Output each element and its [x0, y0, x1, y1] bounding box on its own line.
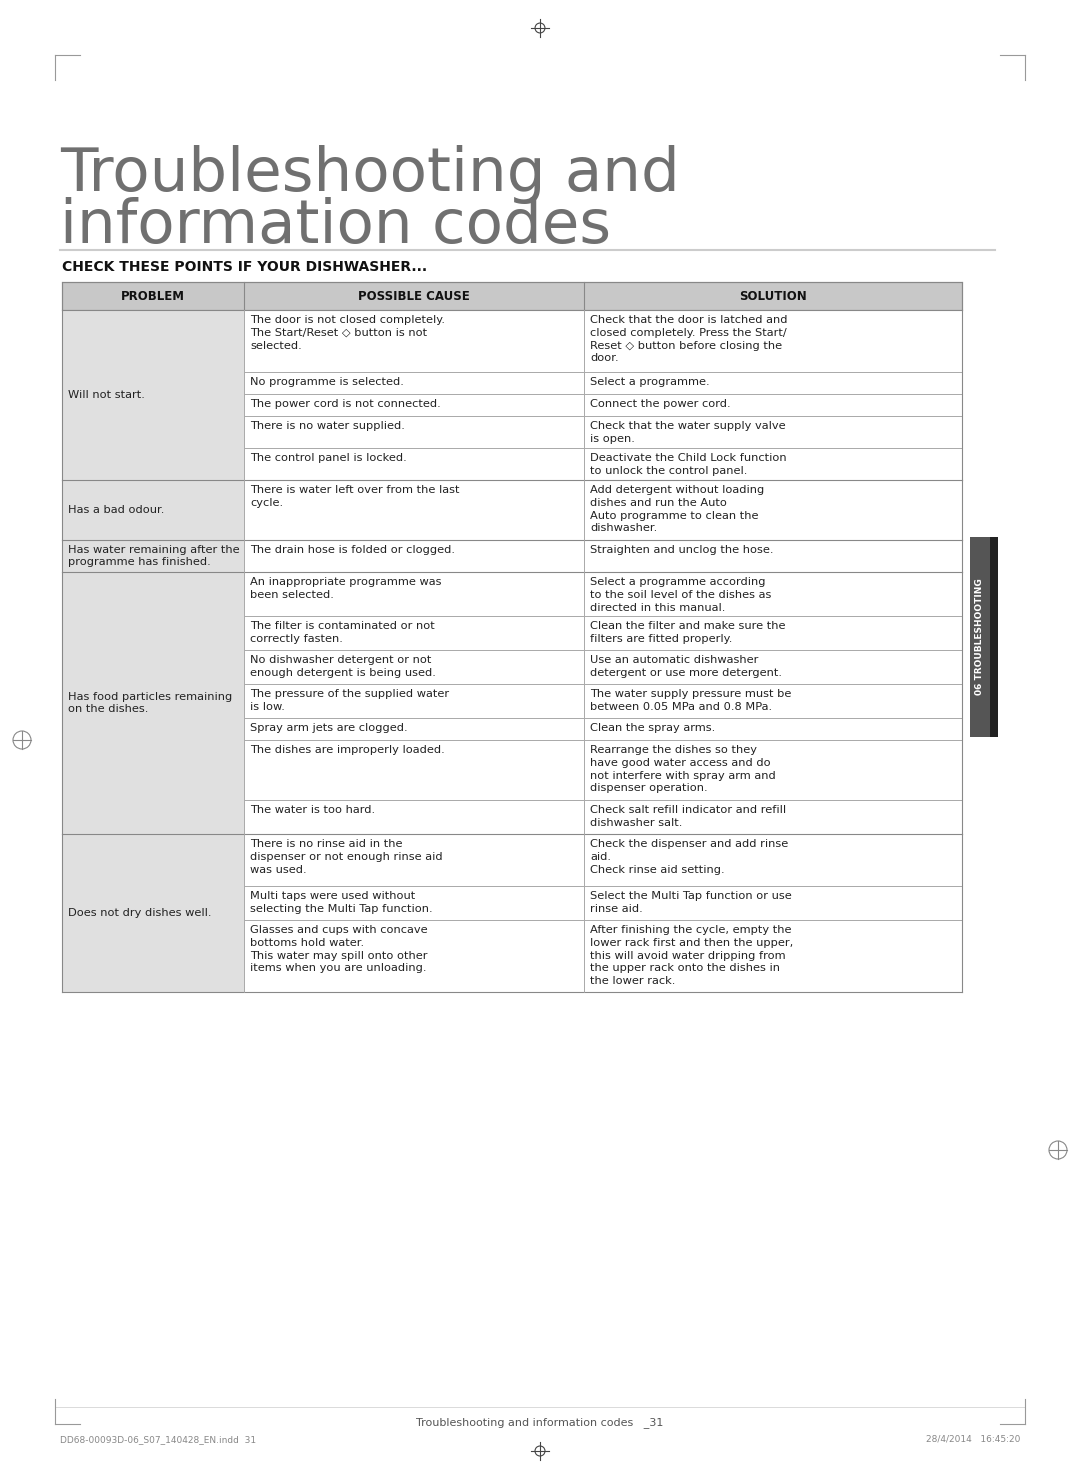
Text: The filter is contaminated or not
correctly fasten.: The filter is contaminated or not correc… — [249, 621, 435, 643]
Bar — [244, 717, 584, 740]
Bar — [584, 373, 962, 393]
Bar — [584, 740, 962, 800]
Bar — [584, 717, 962, 740]
Text: 28/4/2014   16:45:20: 28/4/2014 16:45:20 — [926, 1435, 1020, 1444]
Text: There is no water supplied.: There is no water supplied. — [249, 422, 405, 430]
Bar — [62, 282, 962, 311]
Bar — [244, 920, 584, 992]
Bar — [244, 393, 584, 416]
Bar — [62, 540, 244, 572]
Bar — [990, 537, 998, 737]
Text: Will not start.: Will not start. — [68, 390, 145, 399]
Text: DD68-00093D-06_S07_140428_EN.indd  31: DD68-00093D-06_S07_140428_EN.indd 31 — [60, 1435, 256, 1444]
Text: No dishwasher detergent or not
enough detergent is being used.: No dishwasher detergent or not enough de… — [249, 655, 436, 677]
Text: Select a programme according
to the soil level of the dishes as
directed in this: Select a programme according to the soil… — [590, 577, 771, 612]
Bar — [584, 416, 962, 448]
Text: Connect the power cord.: Connect the power cord. — [590, 399, 731, 410]
Bar — [62, 311, 244, 481]
Text: Clean the filter and make sure the
filters are fitted properly.: Clean the filter and make sure the filte… — [590, 621, 785, 643]
Text: There is water left over from the last
cycle.: There is water left over from the last c… — [249, 485, 459, 507]
Text: Select a programme.: Select a programme. — [590, 377, 710, 387]
Bar — [584, 649, 962, 683]
Text: PROBLEM: PROBLEM — [121, 290, 185, 303]
Text: The water is too hard.: The water is too hard. — [249, 805, 375, 815]
Text: The water supply pressure must be
between 0.05 MPa and 0.8 MPa.: The water supply pressure must be betwee… — [590, 689, 792, 711]
Text: 06 TROUBLESHOOTING: 06 TROUBLESHOOTING — [975, 578, 985, 695]
Text: Has food particles remaining
on the dishes.: Has food particles remaining on the dish… — [68, 692, 232, 714]
Bar — [244, 311, 584, 373]
Text: Clean the spray arms.: Clean the spray arms. — [590, 723, 715, 734]
Text: Has water remaining after the
programme has finished.: Has water remaining after the programme … — [68, 544, 240, 568]
Text: Use an automatic dishwasher
detergent or use more detergent.: Use an automatic dishwasher detergent or… — [590, 655, 782, 677]
Bar — [244, 481, 584, 540]
Text: POSSIBLE CAUSE: POSSIBLE CAUSE — [359, 290, 470, 303]
Text: The dishes are improperly loaded.: The dishes are improperly loaded. — [249, 745, 445, 754]
Bar — [584, 481, 962, 540]
Text: Straighten and unclog the hose.: Straighten and unclog the hose. — [590, 544, 773, 555]
Bar — [584, 683, 962, 717]
Text: Spray arm jets are clogged.: Spray arm jets are clogged. — [249, 723, 407, 734]
Bar — [244, 886, 584, 920]
Bar — [584, 886, 962, 920]
Text: The pressure of the supplied water
is low.: The pressure of the supplied water is lo… — [249, 689, 449, 711]
Text: The control panel is locked.: The control panel is locked. — [249, 453, 407, 463]
Text: Multi taps were used without
selecting the Multi Tap function.: Multi taps were used without selecting t… — [249, 890, 433, 914]
Text: Does not dry dishes well.: Does not dry dishes well. — [68, 908, 212, 918]
Text: There is no rinse aid in the
dispenser or not enough rinse aid
was used.: There is no rinse aid in the dispenser o… — [249, 839, 443, 874]
Bar — [244, 740, 584, 800]
Text: information codes: information codes — [60, 197, 611, 256]
Bar — [584, 393, 962, 416]
Text: After finishing the cycle, empty the
lower rack first and then the upper,
this w: After finishing the cycle, empty the low… — [590, 924, 793, 986]
Bar — [244, 373, 584, 393]
Text: Check salt refill indicator and refill
dishwasher salt.: Check salt refill indicator and refill d… — [590, 805, 786, 828]
Text: Add detergent without loading
dishes and run the Auto
Auto programme to clean th: Add detergent without loading dishes and… — [590, 485, 765, 534]
Bar — [244, 448, 584, 481]
Bar — [62, 834, 244, 992]
Text: The door is not closed completely.
The Start/Reset ◇ button is not
selected.: The door is not closed completely. The S… — [249, 315, 445, 351]
Text: Select the Multi Tap function or use
rinse aid.: Select the Multi Tap function or use rin… — [590, 890, 792, 914]
Bar — [244, 800, 584, 834]
Bar — [244, 649, 584, 683]
Text: Glasses and cups with concave
bottoms hold water.
This water may spill onto othe: Glasses and cups with concave bottoms ho… — [249, 924, 428, 973]
Bar — [584, 615, 962, 649]
Text: No programme is selected.: No programme is selected. — [249, 377, 404, 387]
Text: Troubleshooting and information codes   _31: Troubleshooting and information codes _3… — [416, 1417, 664, 1427]
Text: Has a bad odour.: Has a bad odour. — [68, 504, 164, 515]
Bar — [62, 572, 244, 834]
Bar — [244, 572, 584, 615]
Text: Troubleshooting and: Troubleshooting and — [60, 145, 679, 204]
Text: SOLUTION: SOLUTION — [739, 290, 807, 303]
Bar — [584, 311, 962, 373]
Bar — [244, 540, 584, 572]
Text: An inappropriate programme was
been selected.: An inappropriate programme was been sele… — [249, 577, 442, 600]
Text: The drain hose is folded or clogged.: The drain hose is folded or clogged. — [249, 544, 455, 555]
Bar — [584, 540, 962, 572]
Bar — [62, 481, 244, 540]
Text: The power cord is not connected.: The power cord is not connected. — [249, 399, 441, 410]
Bar — [584, 572, 962, 615]
Bar — [244, 615, 584, 649]
Text: Check that the water supply valve
is open.: Check that the water supply valve is ope… — [590, 422, 785, 444]
Bar — [244, 416, 584, 448]
Bar — [584, 920, 962, 992]
Text: Rearrange the dishes so they
have good water access and do
not interfere with sp: Rearrange the dishes so they have good w… — [590, 745, 775, 793]
Text: CHECK THESE POINTS IF YOUR DISHWASHER...: CHECK THESE POINTS IF YOUR DISHWASHER... — [62, 260, 427, 274]
Text: Check the dispenser and add rinse
aid.
Check rinse aid setting.: Check the dispenser and add rinse aid. C… — [590, 839, 788, 874]
Bar — [584, 834, 962, 886]
Bar — [970, 537, 998, 737]
Bar — [244, 834, 584, 886]
Bar — [584, 800, 962, 834]
Text: Check that the door is latched and
closed completely. Press the Start/
Reset ◇ b: Check that the door is latched and close… — [590, 315, 787, 364]
Text: Deactivate the Child Lock function
to unlock the control panel.: Deactivate the Child Lock function to un… — [590, 453, 786, 476]
Bar — [244, 683, 584, 717]
Bar — [584, 448, 962, 481]
